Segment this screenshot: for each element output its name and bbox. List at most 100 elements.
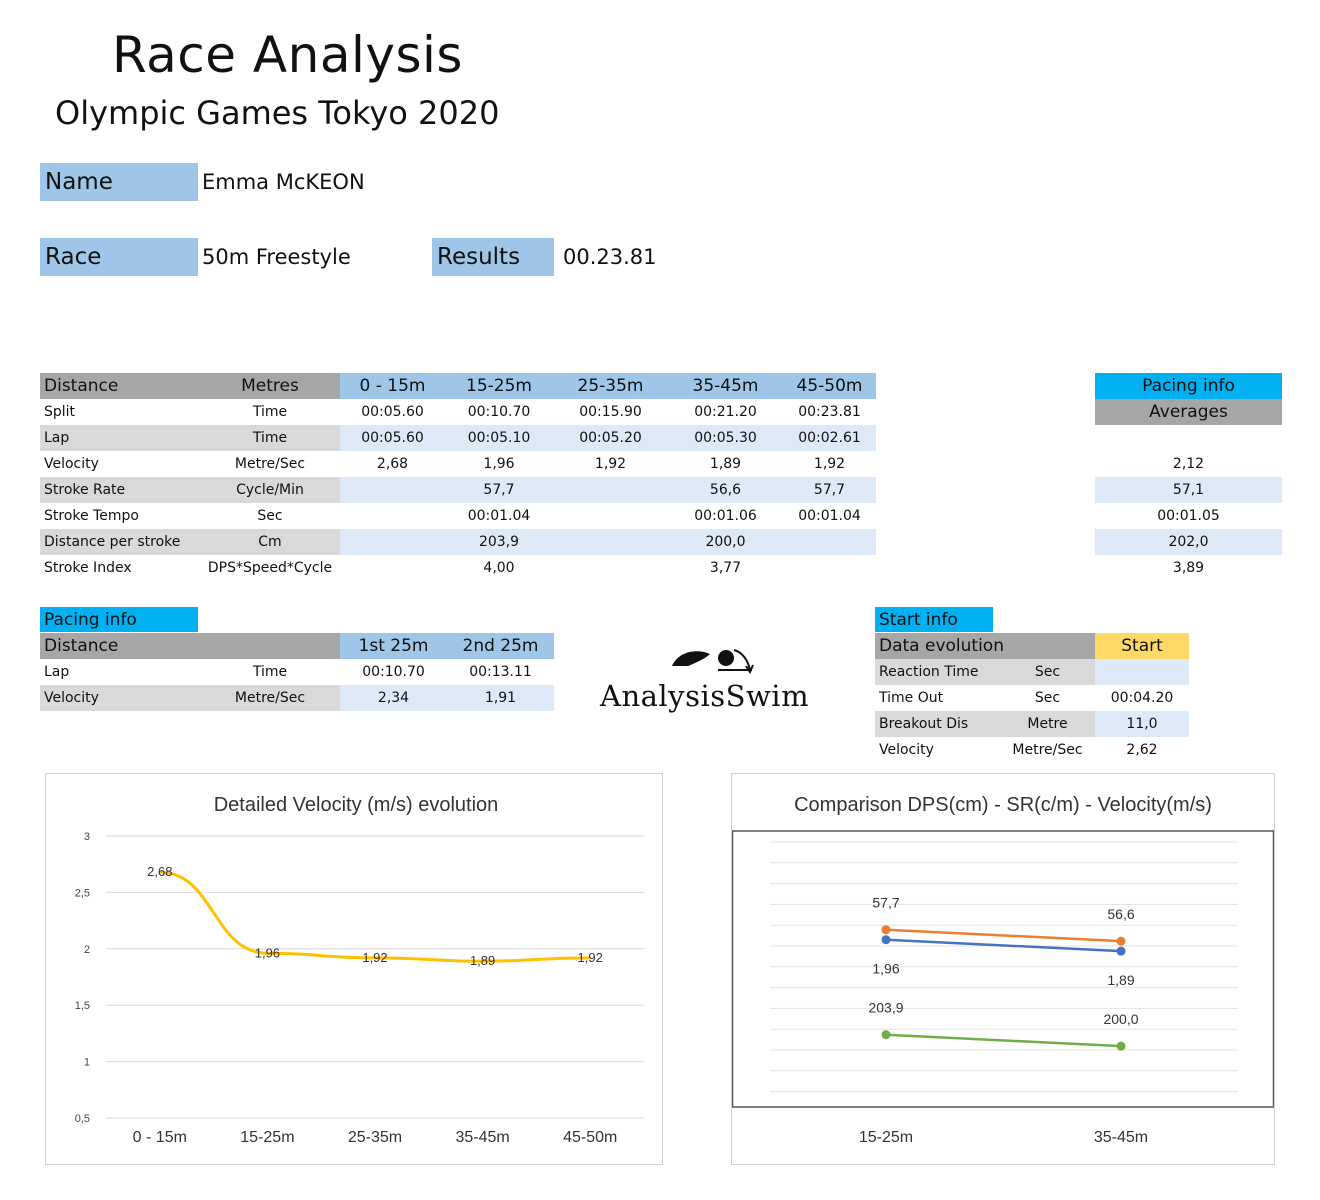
data-label: 56,6 [1107,906,1134,922]
data-point [881,935,891,945]
x-tick-label: 45-50m [563,1129,617,1146]
data-point [881,925,891,935]
table-cell: 57,7 [445,477,553,503]
data-label: 1,89 [1107,972,1134,988]
series-line [885,1033,1122,1048]
row-label: Distance per stroke [40,529,200,555]
swimmer-icon [672,649,754,675]
row-label: Breakout Dis [875,711,1000,737]
averages-subtitle: Averages [1095,399,1282,425]
row-label: Velocity [44,456,99,472]
race-value: 50m Freestyle [202,245,351,269]
table-row: Velocity Metre/Sec 2,62 [875,737,1189,763]
table-row: Stroke Tempo Sec 00:01.04 00:01.06 00:01… [40,503,876,529]
data-point [1116,936,1126,946]
row-unit: Metre/Sec [234,456,306,472]
x-tick-label: 15-25m [240,1129,294,1146]
table-cell: 3,77 [709,560,742,576]
plot-area [731,830,1275,1108]
row-label: Stroke Tempo [44,508,139,524]
comparison-chart: Comparison DPS(cm) - SR(c/m) - Velocity(… [731,773,1275,1165]
header-segment: 25-35m [553,373,668,399]
table-cell: 2,62 [1126,742,1158,758]
data-label: 57,7 [872,895,899,911]
table-cell: 00:10.70 [362,664,425,680]
table-row: Split Time 00:05.60 00:10.70 00:15.90 00… [40,399,876,425]
table-cell: 1,92 [813,456,846,472]
table-cell: 203,9 [445,529,553,555]
row-label: Velocity [40,685,200,711]
chart-title: Comparison DPS(cm) - SR(c/m) - Velocity(… [794,794,1212,816]
page-subtitle: Olympic Games Tokyo 2020 [55,94,500,132]
table-cell: 00:01.06 [694,508,757,524]
table-cell: 00:05.20 [553,425,668,451]
start-header-value: Start [1095,633,1189,659]
table-cell [783,555,876,581]
table-cell: 00:01.04 [798,508,861,524]
page-title: Race Analysis [112,26,463,84]
row-label: Reaction Time [875,659,1000,685]
table-cell [1095,659,1189,685]
header-segment: 15-25m [445,373,553,399]
series-line [885,928,1122,943]
table-cell: 1,96 [483,456,515,472]
row-unit: Metre/Sec [200,685,340,711]
start-header-label: Data evolution [875,633,1095,659]
average-value: 2,12 [1172,456,1205,472]
table-cell: 2,34 [340,685,447,711]
table-cell: 00:05.60 [340,425,445,451]
pacing-header-half: 2nd 25m [447,633,554,659]
x-tick-label: 15-25m [859,1129,913,1146]
table-cell: 2,68 [376,456,409,472]
table-cell: 1,91 [447,685,554,711]
table-row: Velocity Metre/Sec 2,68 1,96 1,92 1,89 1… [40,451,876,477]
results-label: Results [432,238,554,276]
data-label: 1,92 [578,950,603,965]
y-tick-label: 0,5 [75,1113,90,1125]
table-cell: 00:15.90 [579,404,642,420]
name-value: Emma McKEON [202,170,365,194]
table-cell: 00:04.20 [1110,690,1174,706]
name-label: Name [40,163,198,201]
header-segment: 35-45m [668,373,783,399]
table-cell: 56,6 [668,477,783,503]
table-cell [340,555,445,581]
y-tick-label: 2 [84,944,90,956]
table-cell [553,477,668,503]
split-table-header: Distance Metres 0 - 15m 15-25m 25-35m 35… [40,373,876,399]
pacing-header-distance: Distance [40,633,200,659]
pacing-header-half: 1st 25m [340,633,447,659]
start-info-title: Start info [875,607,993,632]
averages-table: Pacing info Averages 2,12 57,1 00:01.05 … [1095,373,1282,581]
series-line [885,938,1122,953]
data-point [881,1030,891,1040]
split-table: Distance Metres 0 - 15m 15-25m 25-35m 35… [40,373,876,581]
race-label: Race [40,238,198,276]
data-point [1116,1041,1126,1051]
data-label: 203,9 [868,1000,903,1016]
table-cell [783,529,876,555]
table-cell: 00:21.20 [694,404,757,420]
row-unit: Time [252,404,288,420]
x-tick-label: 25-35m [348,1129,402,1146]
table-cell: 1,89 [709,456,742,472]
header-segment: 0 - 15m [340,373,445,399]
table-row: Lap Time 00:10.70 00:13.11 [40,659,554,685]
x-tick-label: 0 - 15m [133,1129,187,1146]
comparison-chart-svg: Comparison DPS(cm) - SR(c/m) - Velocity(… [731,794,1275,1146]
table-cell: 00:10.70 [467,404,531,420]
table-cell: 11,0 [1095,711,1189,737]
data-point [1116,946,1126,956]
logo-text: AnalysisSwim [600,679,810,713]
row-unit: Time [252,664,288,680]
y-tick-label: 3 [84,831,90,843]
row-unit: Cm [200,529,340,555]
pacing-header-blank [200,633,340,659]
start-info-table: Data evolution Start Reaction Time Sec T… [875,633,1189,763]
chart-title: Detailed Velocity (m/s) evolution [214,794,499,816]
table-row: Stroke Index DPS*Speed*Cycle 4,00 3,77 [40,555,876,581]
header-distance: Distance [40,373,200,399]
table-row: Time Out Sec 00:04.20 [875,685,1189,711]
x-tick-label: 35-45m [1094,1129,1148,1146]
velocity-chart-svg: Detailed Velocity (m/s) evolution 0,5 1 1,5… [75,794,644,1146]
